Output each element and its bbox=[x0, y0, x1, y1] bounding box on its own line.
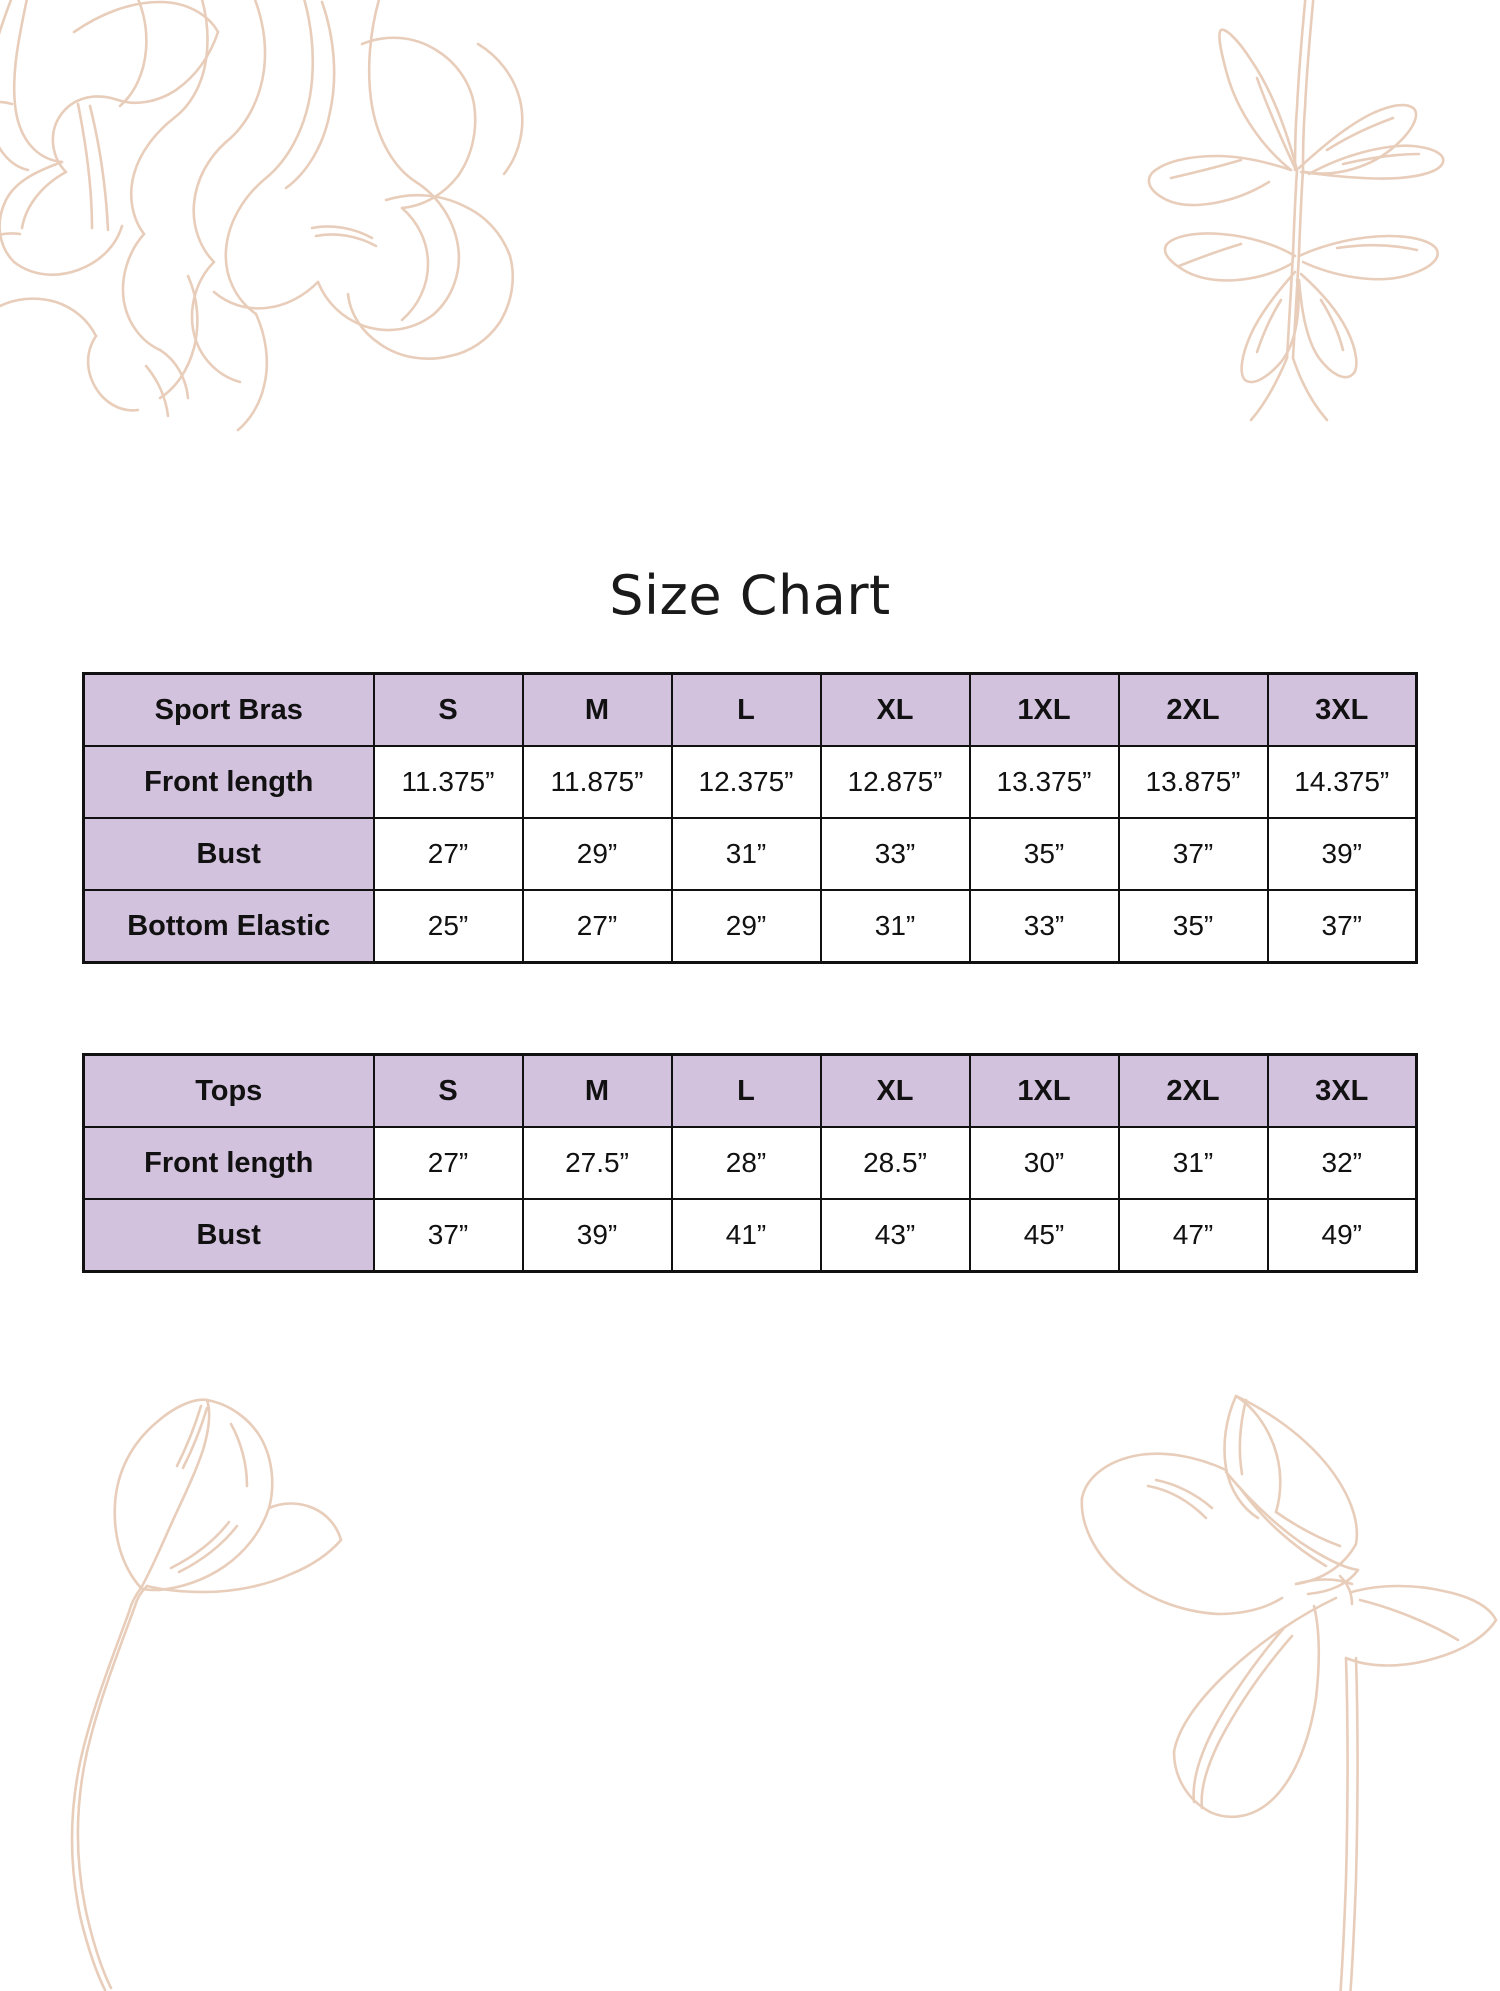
column-header-l: L bbox=[670, 1053, 822, 1128]
table-corner-label: Sport Bras bbox=[82, 672, 375, 747]
column-header-m: M bbox=[521, 1053, 673, 1128]
table-cell: 13.375” bbox=[968, 745, 1120, 819]
column-header-xl: XL bbox=[819, 672, 971, 747]
table-cell: 35” bbox=[968, 817, 1120, 891]
peony-flower-icon bbox=[0, 0, 530, 432]
table-cell: 27” bbox=[372, 1126, 524, 1200]
sport-bras-size-table: Sport Bras S M L XL 1XL 2XL 3XL Front le… bbox=[82, 672, 1418, 964]
table-cell: 39” bbox=[521, 1198, 673, 1273]
table-cell: 12.875” bbox=[819, 745, 971, 819]
column-header-xl: XL bbox=[819, 1053, 971, 1128]
tulip-flower-icon bbox=[35, 1350, 365, 1991]
leaf-sprig-icon bbox=[1075, 0, 1495, 422]
column-header-2xl: 2XL bbox=[1117, 1053, 1269, 1128]
tops-size-table: Tops S M L XL 1XL 2XL 3XL Front length 2… bbox=[82, 1053, 1418, 1273]
table-cell: 31” bbox=[1117, 1126, 1269, 1200]
magnolia-flower-icon bbox=[1040, 1340, 1500, 1991]
column-header-s: S bbox=[372, 1053, 524, 1128]
table-cell: 49” bbox=[1266, 1198, 1418, 1273]
table-header-row: Sport Bras S M L XL 1XL 2XL 3XL bbox=[82, 672, 1418, 747]
table-cell: 37” bbox=[372, 1198, 524, 1273]
column-header-3xl: 3XL bbox=[1266, 672, 1418, 747]
column-header-1xl: 1XL bbox=[968, 672, 1120, 747]
table-cell: 47” bbox=[1117, 1198, 1269, 1273]
table-corner-label: Tops bbox=[82, 1053, 375, 1128]
table-cell: 35” bbox=[1117, 889, 1269, 964]
row-label: Bust bbox=[82, 817, 375, 891]
table-row: Bottom Elastic 25” 27” 29” 31” 33” 35” 3… bbox=[82, 889, 1418, 964]
table-cell: 11.375” bbox=[372, 745, 524, 819]
table-cell: 11.875” bbox=[521, 745, 673, 819]
row-label: Front length bbox=[82, 745, 375, 819]
table-header-row: Tops S M L XL 1XL 2XL 3XL bbox=[82, 1053, 1418, 1128]
row-label: Bust bbox=[82, 1198, 375, 1273]
table-cell: 29” bbox=[670, 889, 822, 964]
row-label: Front length bbox=[82, 1126, 375, 1200]
column-header-l: L bbox=[670, 672, 822, 747]
table-cell: 45” bbox=[968, 1198, 1120, 1273]
table-cell: 39” bbox=[1266, 817, 1418, 891]
table-cell: 25” bbox=[372, 889, 524, 964]
table-cell: 30” bbox=[968, 1126, 1120, 1200]
table-cell: 33” bbox=[819, 817, 971, 891]
table-cell: 27” bbox=[521, 889, 673, 964]
table-cell: 33” bbox=[968, 889, 1120, 964]
table-row: Front length 11.375” 11.875” 12.375” 12.… bbox=[82, 745, 1418, 819]
table-row: Front length 27” 27.5” 28” 28.5” 30” 31”… bbox=[82, 1126, 1418, 1200]
table-cell: 37” bbox=[1117, 817, 1269, 891]
table-cell: 14.375” bbox=[1266, 745, 1418, 819]
table-cell: 27” bbox=[372, 817, 524, 891]
table-cell: 28” bbox=[670, 1126, 822, 1200]
table-cell: 31” bbox=[670, 817, 822, 891]
table-cell: 12.375” bbox=[670, 745, 822, 819]
row-label: Bottom Elastic bbox=[82, 889, 375, 964]
column-header-3xl: 3XL bbox=[1266, 1053, 1418, 1128]
table-cell: 43” bbox=[819, 1198, 971, 1273]
column-header-1xl: 1XL bbox=[968, 1053, 1120, 1128]
table-cell: 28.5” bbox=[819, 1126, 971, 1200]
column-header-2xl: 2XL bbox=[1117, 672, 1269, 747]
table-cell: 31” bbox=[819, 889, 971, 964]
table-cell: 27.5” bbox=[521, 1126, 673, 1200]
column-header-m: M bbox=[521, 672, 673, 747]
table-row: Bust 27” 29” 31” 33” 35” 37” 39” bbox=[82, 817, 1418, 891]
table-cell: 13.875” bbox=[1117, 745, 1269, 819]
column-header-s: S bbox=[372, 672, 524, 747]
table-cell: 32” bbox=[1266, 1126, 1418, 1200]
table-cell: 37” bbox=[1266, 889, 1418, 964]
table-row: Bust 37” 39” 41” 43” 45” 47” 49” bbox=[82, 1198, 1418, 1273]
table-cell: 41” bbox=[670, 1198, 822, 1273]
page-title: Size Chart bbox=[609, 564, 891, 628]
table-cell: 29” bbox=[521, 817, 673, 891]
